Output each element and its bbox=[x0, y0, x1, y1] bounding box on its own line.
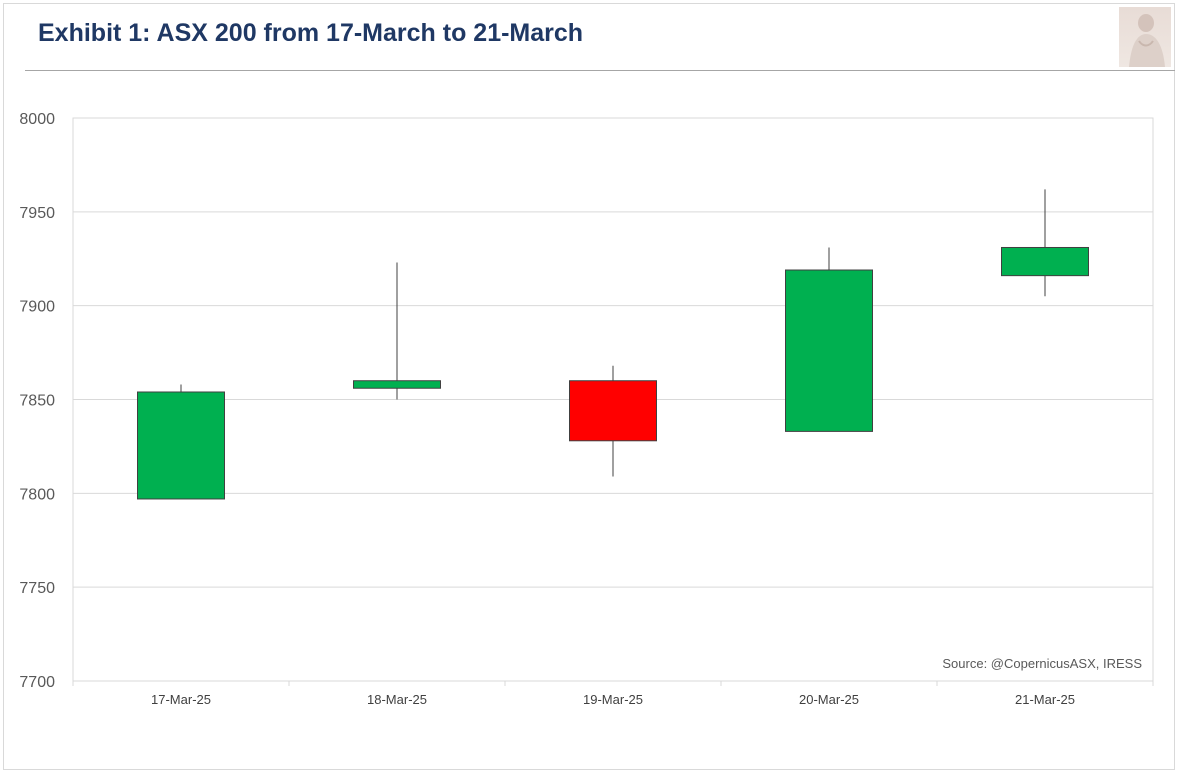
chart-title: Exhibit 1: ASX 200 from 17-March to 21-M… bbox=[38, 19, 584, 47]
candle-body-up bbox=[353, 380, 441, 389]
x-tick-label: 18-Mar-25 bbox=[367, 692, 427, 707]
x-tick-label: 17-Mar-25 bbox=[151, 692, 211, 707]
statue-portrait-icon bbox=[1119, 7, 1171, 67]
y-tick-label: 7800 bbox=[19, 486, 55, 503]
source-note: Source: @CopernicusASX, IRESS bbox=[942, 656, 1142, 671]
y-tick-label: 7700 bbox=[19, 674, 55, 691]
x-tick-label: 21-Mar-25 bbox=[1015, 692, 1075, 707]
x-tick-label: 19-Mar-25 bbox=[583, 692, 643, 707]
y-tick-label: 7750 bbox=[19, 580, 55, 597]
candle-body-up bbox=[785, 269, 873, 432]
chart-frame bbox=[3, 3, 1175, 770]
y-tick-label: 7900 bbox=[19, 299, 55, 316]
title-divider bbox=[25, 70, 1175, 71]
y-tick-label: 7850 bbox=[19, 393, 55, 410]
y-tick-label: 7950 bbox=[19, 205, 55, 222]
candle-body-up bbox=[137, 391, 225, 500]
x-tick-label: 20-Mar-25 bbox=[799, 692, 859, 707]
candle-body-up bbox=[1001, 246, 1089, 277]
candle-body-down bbox=[569, 380, 657, 442]
y-tick-label: 8000 bbox=[19, 111, 55, 128]
